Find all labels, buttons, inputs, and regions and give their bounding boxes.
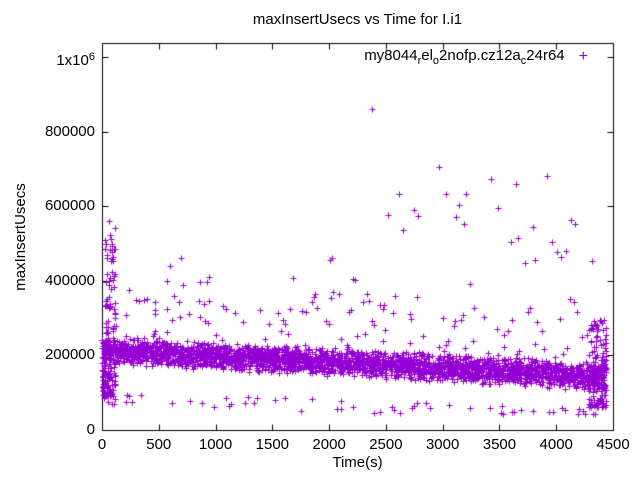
- y-tick-label: 0: [86, 421, 95, 438]
- y-tick-label: 400000: [44, 271, 95, 289]
- exponent: 6: [88, 51, 95, 63]
- legend-text: my8044: [364, 47, 418, 64]
- x-axis-label: Time(s): [332, 454, 383, 471]
- x-tick-label: 4000: [539, 436, 573, 453]
- legend-text: 24r64: [526, 47, 565, 64]
- chart-title: maxInsertUsecs vs Time for I.i1: [252, 11, 463, 28]
- x-tick-label: 500: [146, 436, 172, 453]
- y-tick-label: 800000: [44, 122, 95, 140]
- legend-text: el: [421, 47, 433, 64]
- x-tick-label: 4500: [596, 436, 630, 453]
- x-tick-label: 1500: [255, 436, 290, 453]
- x-tick-label: 1000: [198, 436, 233, 453]
- x-tick-label: 2000: [312, 436, 346, 453]
- y-tick-label: 600000: [44, 197, 95, 215]
- legend-subscript: o: [432, 55, 440, 67]
- legend-subscript: c: [520, 55, 527, 67]
- x-tick-label: 2500: [369, 436, 403, 453]
- x-tick-label: 3000: [425, 436, 460, 453]
- legend-subscript: r: [417, 55, 422, 67]
- legend-series-label: my8044relo2nofp.cz12ac24r64: [364, 47, 564, 67]
- y-axis-label: maxInsertUsecs: [12, 183, 29, 291]
- x-tick-label: 0: [97, 436, 107, 453]
- y-tick-label: 200000: [44, 346, 95, 364]
- plus-marker-icon: +: [578, 48, 588, 65]
- legend: my8044relo2nofp.cz12ac24r64 +: [364, 47, 588, 67]
- legend-text: 2nofp.cz12a: [439, 47, 521, 64]
- y-tick-label: 1x106: [56, 51, 95, 69]
- x-tick-label: 3500: [482, 436, 517, 453]
